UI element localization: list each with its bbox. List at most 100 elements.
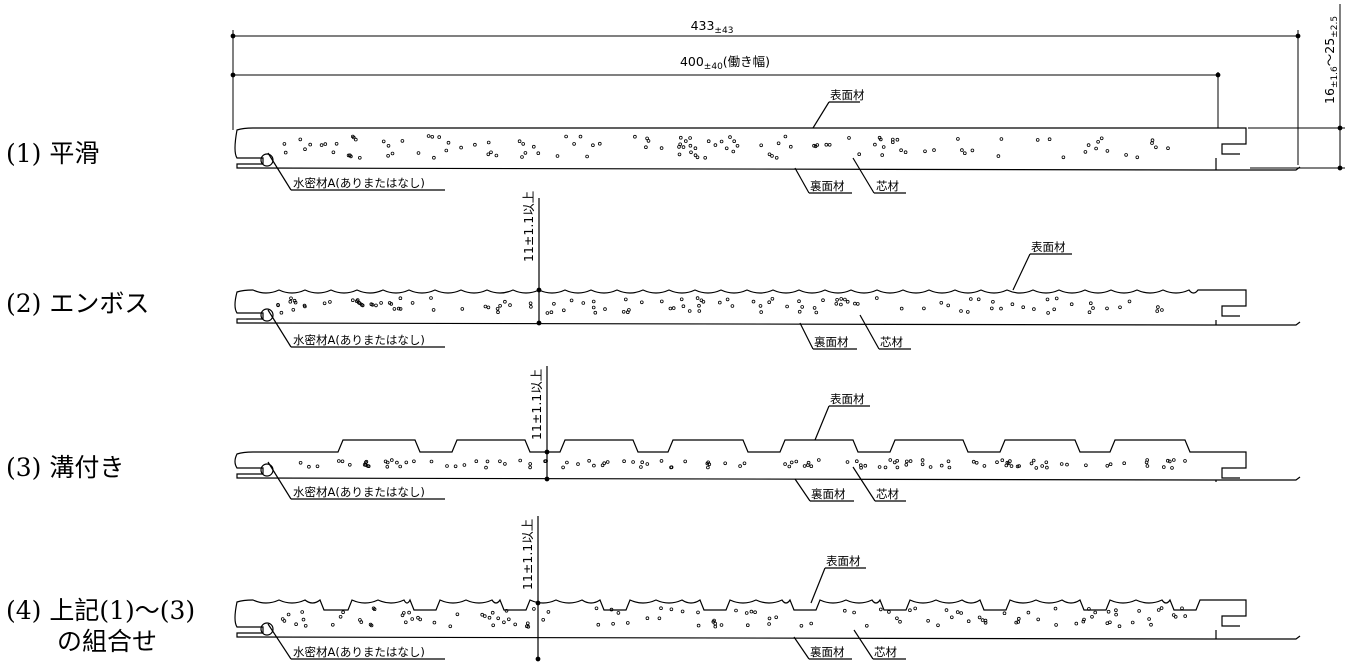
panel-1-back-leader: 裏面材 xyxy=(794,167,852,194)
panel-1-core-leader: 芯材 xyxy=(852,157,906,194)
core-dot xyxy=(776,141,781,146)
core-dot xyxy=(1089,301,1093,306)
core-dot xyxy=(578,134,583,139)
panel-2-thickness-dimension: 11±1.1以上 xyxy=(521,191,542,326)
core-dot xyxy=(585,154,589,159)
core-dot xyxy=(799,623,804,628)
core-dots xyxy=(280,606,1187,629)
core-dot xyxy=(288,299,293,304)
core-dot xyxy=(386,144,391,148)
core-dot xyxy=(895,465,900,470)
core-dot xyxy=(758,304,763,308)
core-dot xyxy=(282,142,287,146)
core-dot xyxy=(989,306,994,311)
core-dot xyxy=(593,310,598,315)
panel-4-caption: (4) 上記(1)～(3) xyxy=(6,596,196,625)
core-dot xyxy=(1026,610,1031,615)
core-dot xyxy=(474,459,479,464)
core-dot xyxy=(616,611,621,615)
core-dot xyxy=(695,296,700,300)
core-dot xyxy=(659,459,664,463)
core-dot xyxy=(1046,311,1050,315)
core-dot xyxy=(1106,609,1111,614)
core-dot xyxy=(597,141,602,146)
core-dot xyxy=(416,151,421,155)
surface-label: 表面材 xyxy=(1031,240,1066,254)
core-dot xyxy=(453,464,458,469)
core-label: 芯材 xyxy=(880,335,903,349)
core-dot xyxy=(1087,607,1091,611)
core-dot xyxy=(370,302,375,307)
core-dot xyxy=(596,622,601,627)
core-dot xyxy=(1014,620,1018,625)
core-dot xyxy=(374,303,378,308)
core-dot xyxy=(646,139,651,143)
core-dot xyxy=(387,301,392,305)
core-dot xyxy=(410,301,415,305)
core-dot xyxy=(671,306,676,310)
core-dot xyxy=(1105,306,1109,311)
core-dot xyxy=(350,298,355,303)
core-dot xyxy=(735,144,740,148)
panel-flat: 表面材 水密材A(ありまたはなし) 裏面材 芯材 xyxy=(234,88,1301,194)
back-material-line xyxy=(240,166,1301,171)
core-dot xyxy=(1017,464,1021,468)
core-dot xyxy=(677,152,682,157)
panel-grooved: 11±1.1以上 表面材 水密材A(ありまたはなし) 裏面材 芯材 xyxy=(234,366,1301,502)
core-dot xyxy=(855,302,860,306)
core-dot xyxy=(904,462,909,467)
thickness-min-label: 11±1.1以上 xyxy=(521,191,536,262)
core-dot xyxy=(874,296,879,300)
core-dot xyxy=(697,303,701,308)
core-dot xyxy=(1045,297,1050,302)
core-dot xyxy=(1159,606,1164,610)
seal-label: 水密材A(ありまたはなし) xyxy=(293,485,425,499)
core-dot xyxy=(1173,614,1178,619)
core-dot xyxy=(903,150,908,155)
core-dot xyxy=(908,608,912,612)
core-dot xyxy=(398,307,403,311)
core-dot xyxy=(939,300,944,305)
core-dot xyxy=(759,310,763,314)
core-dot xyxy=(749,609,754,614)
core-dot xyxy=(552,301,556,306)
core-dot xyxy=(340,459,345,464)
core-dot xyxy=(372,607,377,611)
core-dot xyxy=(678,135,683,140)
core-dot xyxy=(770,154,774,158)
core-dot xyxy=(486,140,491,145)
core-dot xyxy=(429,296,433,300)
core-dot xyxy=(1093,610,1097,615)
core-dot xyxy=(713,621,717,626)
core-dot xyxy=(483,304,488,309)
core-dot xyxy=(742,461,747,466)
core-dot xyxy=(518,458,522,463)
core-dot xyxy=(1083,150,1088,154)
core-dot xyxy=(1168,459,1172,464)
core-dot xyxy=(303,304,307,309)
seal-label: 水密材A(ありまたはなし) xyxy=(293,176,425,190)
core-dot xyxy=(541,617,545,622)
core-dot xyxy=(1183,459,1187,463)
core-dot xyxy=(1069,302,1074,307)
core-dot xyxy=(895,458,899,463)
core-dot xyxy=(794,459,799,464)
core-dot xyxy=(485,459,490,464)
core-dot xyxy=(486,305,491,310)
core-dot xyxy=(959,611,963,615)
core-dot xyxy=(980,618,985,622)
core-dot xyxy=(462,463,467,467)
core-dot xyxy=(587,458,591,463)
core-dot xyxy=(857,152,861,157)
core-dot xyxy=(706,139,711,144)
core-dot xyxy=(308,142,313,147)
core-dot xyxy=(668,306,673,311)
thickness-min-label: 11±1.1以上 xyxy=(529,369,544,440)
core-dot xyxy=(787,464,792,469)
core-dot xyxy=(1036,617,1040,622)
panel-body xyxy=(234,439,1301,482)
surface-material-line xyxy=(234,598,1247,638)
core-dot xyxy=(719,139,724,144)
core-dot xyxy=(920,462,925,467)
